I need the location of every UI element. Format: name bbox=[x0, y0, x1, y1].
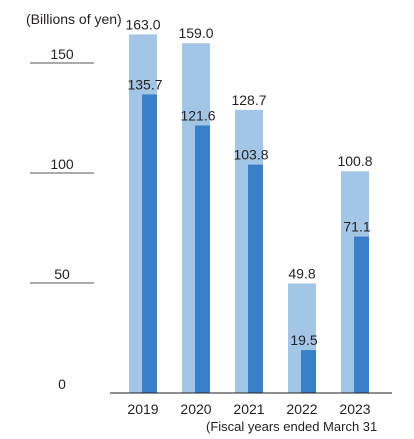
y-axis-unit-label: (Billions of yen) bbox=[26, 11, 122, 27]
value-label-outer-2021: 128.7 bbox=[231, 92, 266, 108]
y-tick-label: 0 bbox=[58, 376, 66, 392]
bar-inner-2021 bbox=[248, 164, 263, 393]
y-tick-label: 150 bbox=[50, 46, 74, 62]
x-tick-label: 2022 bbox=[286, 401, 317, 417]
y-axis: 0 50 100 150 bbox=[30, 46, 94, 392]
value-label-outer-2022: 49.8 bbox=[288, 265, 315, 281]
x-tick-label: 2019 bbox=[127, 401, 158, 417]
value-label-inner-2019: 135.7 bbox=[127, 76, 162, 92]
value-label-inner-2023: 71.1 bbox=[343, 219, 370, 235]
value-label-outer-2020: 159.0 bbox=[178, 25, 213, 41]
y-tick-label: 50 bbox=[54, 266, 70, 282]
x-tick-label: 2020 bbox=[180, 401, 211, 417]
footnote: (Fiscal years ended March 31 bbox=[206, 419, 377, 434]
value-label-outer-2019: 163.0 bbox=[125, 16, 160, 32]
value-label-outer-2023: 100.8 bbox=[337, 153, 372, 169]
bar-inner-2022 bbox=[301, 350, 316, 393]
value-label-inner-2020: 121.6 bbox=[180, 107, 215, 123]
value-label-inner-2021: 103.8 bbox=[233, 147, 268, 163]
y-tick-label: 100 bbox=[50, 156, 74, 172]
bar-inner-2020 bbox=[195, 125, 210, 393]
bar-inner-2019 bbox=[142, 94, 157, 394]
bar-inner-2023 bbox=[354, 236, 369, 393]
value-labels: 163.0 135.7 159.0 121.6 128.7 103.8 49.8 19.5 10… bbox=[125, 16, 372, 348]
x-tick-label: 2023 bbox=[339, 401, 370, 417]
bars bbox=[129, 34, 369, 394]
value-label-inner-2022: 19.5 bbox=[290, 332, 317, 348]
x-axis: 2019 2020 2021 2022 2023 bbox=[127, 401, 370, 417]
x-tick-label: 2021 bbox=[233, 401, 264, 417]
